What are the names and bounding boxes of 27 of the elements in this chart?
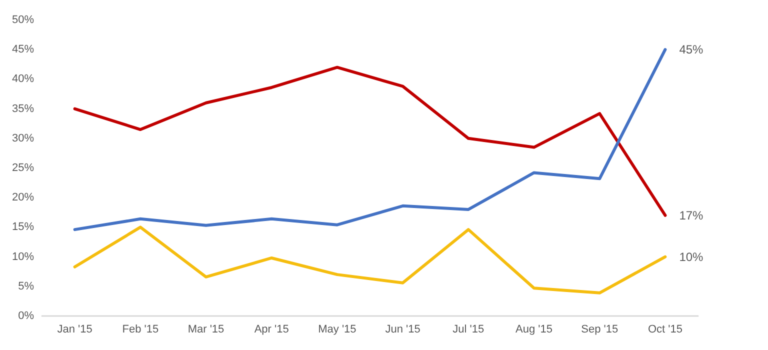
x-tick-label: Mar '15	[188, 324, 224, 336]
x-tick-label: Oct '15	[648, 324, 682, 336]
data-label: 10%	[679, 250, 704, 264]
y-tick-label: 15%	[12, 221, 34, 234]
data-label: 17%	[679, 208, 704, 222]
x-tick-label: May '15	[318, 324, 356, 336]
x-tick-label: Jun '15	[385, 324, 420, 336]
x-tick-label: Jul '15	[452, 324, 484, 336]
line-series	[73, 48, 667, 232]
y-tick-label: 0%	[18, 310, 34, 322]
y-tick-label: 30%	[12, 132, 34, 144]
y-tick-label: 20%	[12, 192, 34, 204]
data-label: 45%	[679, 42, 704, 57]
y-tick-label: 45%	[12, 44, 34, 56]
y-tick-label: 25%	[12, 162, 34, 174]
line-series	[73, 226, 667, 294]
y-tick-label: 35%	[12, 102, 34, 115]
x-tick-label: Sep '15	[581, 324, 618, 336]
y-tick-label: 5%	[18, 280, 34, 292]
y-tick-label: 40%	[12, 73, 34, 86]
x-tick-label: Aug '15	[516, 324, 552, 336]
y-tick-label: 50%	[12, 14, 34, 26]
line-series	[73, 66, 667, 217]
x-tick-label: Apr '15	[254, 324, 289, 336]
y-tick-label: 10%	[12, 250, 34, 263]
x-tick-label: Feb '15	[122, 324, 159, 336]
x-tick-label: Jan '15	[57, 324, 92, 336]
